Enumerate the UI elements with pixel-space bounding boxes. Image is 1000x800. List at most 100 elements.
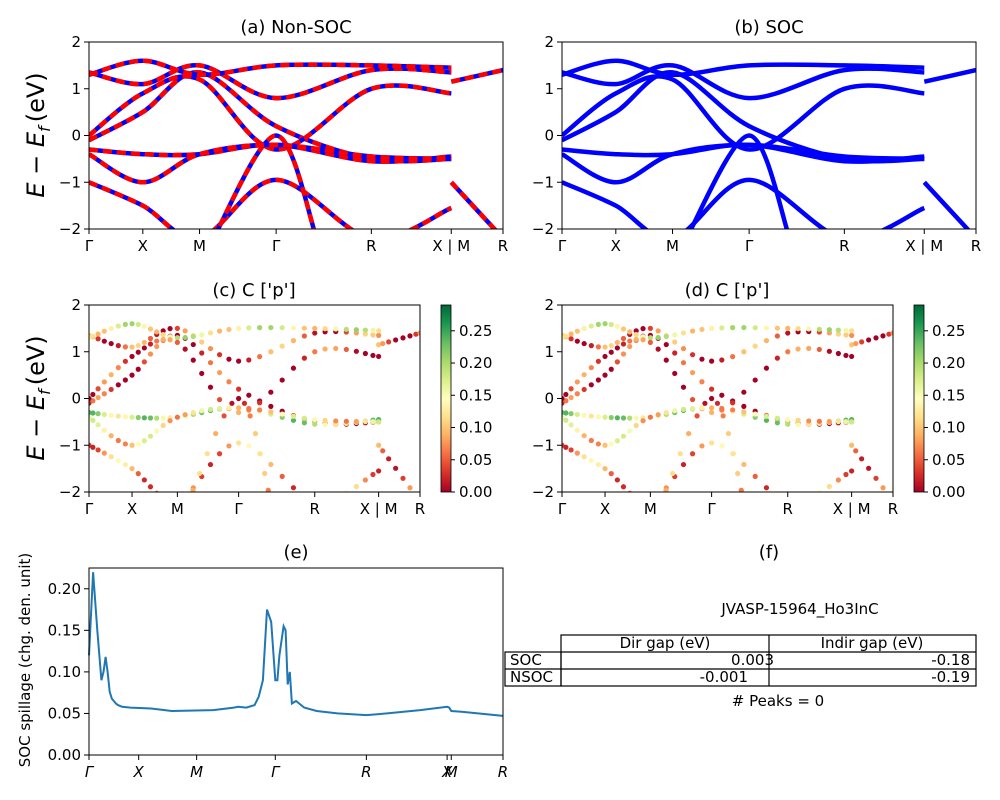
band-point bbox=[135, 321, 141, 328]
band-point bbox=[849, 442, 855, 448]
band-point bbox=[620, 415, 627, 421]
band-point bbox=[620, 341, 627, 347]
band-point bbox=[265, 487, 271, 492]
band-point bbox=[633, 415, 639, 421]
band-point bbox=[115, 457, 121, 464]
band-point bbox=[795, 326, 801, 332]
band-point bbox=[115, 437, 121, 444]
band-point bbox=[689, 369, 696, 376]
band-point bbox=[608, 441, 614, 447]
band-point bbox=[268, 403, 274, 409]
band-point bbox=[763, 413, 770, 419]
band-point bbox=[699, 356, 705, 362]
band-point bbox=[568, 447, 574, 453]
panel-a-plot: −2 −1 0 1 2 Γ X M Γ R X | M R bbox=[59, 33, 508, 255]
band-point bbox=[614, 345, 620, 351]
band-point bbox=[161, 496, 166, 501]
band-point bbox=[785, 330, 791, 336]
band-point bbox=[182, 412, 188, 418]
band-point bbox=[752, 325, 758, 331]
band-point bbox=[115, 413, 121, 419]
band-point bbox=[752, 343, 758, 349]
band-point bbox=[115, 323, 121, 329]
band-point bbox=[279, 411, 285, 417]
y-tick-label: 0.10 bbox=[48, 663, 81, 681]
band-point bbox=[353, 348, 359, 354]
band-point bbox=[602, 442, 608, 448]
band-point bbox=[135, 366, 141, 372]
band-point bbox=[634, 496, 639, 501]
band-point bbox=[154, 490, 160, 492]
band-point bbox=[663, 357, 669, 363]
band-point bbox=[101, 427, 107, 433]
colorbar-tick-label: 0.20 bbox=[932, 354, 965, 372]
band-point bbox=[725, 430, 732, 437]
colorbar-tick-label: 0.05 bbox=[932, 451, 965, 469]
band-point bbox=[620, 326, 627, 332]
band-point bbox=[370, 332, 376, 338]
panel-a-title: (a) Non-SOC bbox=[240, 17, 351, 38]
band-point bbox=[699, 326, 705, 333]
x-tick-label: Γ bbox=[85, 763, 95, 781]
band-point bbox=[680, 406, 687, 413]
plot-frame bbox=[88, 41, 504, 230]
x-tick-label: R bbox=[366, 237, 376, 255]
band-point bbox=[595, 377, 601, 383]
band-point bbox=[129, 372, 135, 378]
band-point bbox=[301, 420, 307, 426]
band-point bbox=[663, 409, 669, 416]
band-point bbox=[312, 416, 318, 423]
plot-frame bbox=[561, 41, 977, 230]
y-tick-label: −1 bbox=[59, 173, 81, 191]
x-tick-label: X | M bbox=[905, 237, 943, 255]
panel-b: (b) SOC −2 −1 0 1 2 Γ X M Γ R X | M R bbox=[532, 17, 981, 255]
band-point bbox=[720, 413, 726, 419]
band-point bbox=[680, 360, 687, 366]
band-point bbox=[581, 340, 587, 347]
band-point bbox=[400, 335, 406, 341]
band-point bbox=[763, 485, 770, 491]
x-tick-label: Γ bbox=[745, 237, 754, 255]
band-point bbox=[602, 414, 608, 420]
band-point bbox=[795, 417, 801, 423]
x-tick-label: R bbox=[310, 500, 320, 518]
band-point bbox=[236, 325, 242, 331]
band-point bbox=[207, 330, 214, 336]
x-tick-label: Γ bbox=[707, 500, 716, 518]
band-point bbox=[115, 382, 121, 388]
band-point bbox=[849, 353, 855, 360]
band-point bbox=[246, 392, 252, 398]
band-point bbox=[752, 411, 758, 417]
band-point bbox=[806, 345, 812, 352]
band-point bbox=[709, 440, 715, 446]
panel-e: (e) SOC spillage (chg. den. unit) 0.00 0.… bbox=[16, 542, 508, 781]
band-point bbox=[236, 386, 242, 392]
band-point bbox=[774, 420, 780, 426]
band-point bbox=[680, 384, 687, 390]
band-point bbox=[257, 325, 263, 331]
band-point bbox=[602, 353, 608, 360]
band-point bbox=[620, 433, 627, 439]
band-point bbox=[199, 339, 205, 345]
colorbar-gradient bbox=[913, 304, 925, 493]
band-point bbox=[108, 433, 114, 439]
band-point bbox=[595, 344, 601, 350]
band-point bbox=[627, 343, 633, 350]
peaks-count: # Peaks = 0 bbox=[732, 692, 824, 710]
band-point bbox=[216, 396, 223, 403]
band-point bbox=[362, 419, 368, 425]
band-point bbox=[95, 394, 101, 401]
band-point bbox=[763, 325, 770, 331]
x-tick-label: M bbox=[193, 237, 206, 255]
band-line bbox=[562, 58, 925, 77]
band-point bbox=[866, 337, 872, 343]
band-point bbox=[141, 345, 147, 351]
band-point bbox=[322, 417, 328, 423]
gap-table-cell: -0.001 bbox=[700, 668, 748, 686]
band-point bbox=[614, 359, 620, 365]
band-point bbox=[588, 437, 594, 444]
band-point bbox=[229, 400, 235, 406]
band-point bbox=[806, 326, 812, 332]
band-point bbox=[236, 409, 242, 416]
band-point bbox=[101, 450, 107, 456]
